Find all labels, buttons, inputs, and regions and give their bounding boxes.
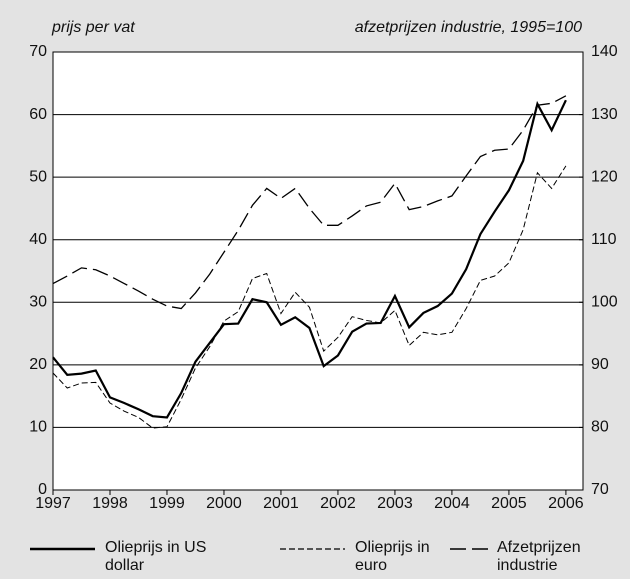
x-tick-label: 1999: [149, 495, 185, 512]
series-line: [52, 95, 567, 310]
legend-label: Afzetprijzen industrie: [497, 539, 581, 574]
y-tick-label: 50: [29, 168, 47, 185]
x-tick-label: 2000: [206, 495, 242, 512]
x-tick-label: 2003: [377, 495, 413, 512]
x-tick-label: 2002: [320, 495, 356, 512]
y-tick-label: 20: [29, 356, 47, 373]
legend-label: Olieprijs in euro: [355, 539, 430, 574]
y-tick-label: 10: [29, 419, 47, 436]
y2-tick-label: 120: [591, 168, 618, 185]
y-tick-label: 30: [29, 294, 47, 311]
x-tick-label: 2004: [434, 495, 470, 512]
x-tick-label: 2001: [263, 495, 299, 512]
y-tick-label: 0: [38, 481, 47, 498]
series-line: [52, 99, 567, 419]
x-tick-label: 1998: [92, 495, 128, 512]
y2-axis-label: afzetprijzen industrie, 1995=100: [355, 19, 582, 36]
x-tick-label: 2005: [491, 495, 527, 512]
y-tick-label: 40: [29, 231, 47, 248]
y-tick-label: 70: [29, 43, 47, 60]
x-tick-label: 1997: [35, 495, 71, 512]
y2-tick-label: 80: [591, 419, 609, 436]
y2-tick-label: 140: [591, 43, 618, 60]
y-axis-label: prijs per vat: [51, 19, 135, 36]
y-tick-label: 60: [29, 106, 47, 123]
plot-area: [53, 52, 583, 490]
y2-tick-label: 100: [591, 294, 618, 311]
x-tick-label: 2006: [548, 495, 584, 512]
y2-tick-label: 130: [591, 106, 618, 123]
y2-tick-label: 70: [591, 481, 609, 498]
series-line: [52, 165, 567, 429]
legend-label: Olieprijs in US dollar: [105, 539, 207, 574]
plot-border: [52, 51, 584, 491]
y2-tick-label: 90: [591, 356, 609, 373]
y2-tick-label: 110: [591, 231, 617, 248]
